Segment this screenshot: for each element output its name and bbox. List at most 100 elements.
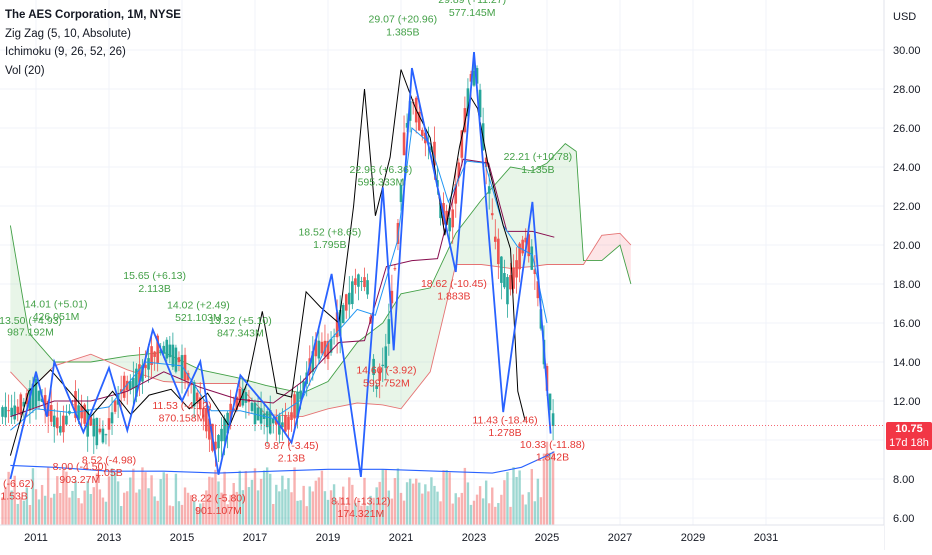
candle-body: [83, 404, 86, 424]
candle-body: [399, 184, 403, 203]
volume-bar: [138, 489, 141, 525]
volume-bar: [104, 501, 108, 525]
volume-bar: [497, 503, 500, 525]
volume-bar: [484, 480, 488, 525]
volume-bar: [159, 479, 162, 525]
candle-body: [19, 394, 23, 415]
volume-bar: [174, 473, 178, 525]
candle-body: [171, 344, 175, 367]
candle-body: [347, 292, 351, 305]
volume-bar: [293, 467, 296, 525]
y-tick-label: 14.00: [893, 357, 921, 369]
volume-bar: [348, 477, 351, 525]
volume-bar: [503, 480, 506, 525]
candle-body: [311, 351, 315, 372]
volume-bar: [478, 486, 482, 525]
candle-body: [265, 411, 269, 428]
y-tick-label: 12.00: [893, 396, 921, 408]
volume-bar: [494, 506, 497, 525]
volume-bar: [16, 503, 19, 525]
candle-body: [34, 378, 38, 407]
candle-body: [16, 406, 20, 414]
zigzag-label: 14.02 (+2.49): [167, 299, 230, 311]
volume-bar: [384, 469, 387, 525]
zigzag-label: 174.321M: [337, 508, 384, 520]
volume-bar: [59, 492, 62, 525]
candle-body: [62, 415, 65, 433]
candle-body: [433, 141, 436, 166]
volume-bar: [265, 467, 269, 525]
zigzag-label: 1.135B: [521, 164, 554, 176]
volume-bar: [275, 484, 278, 525]
indicator-zigzag[interactable]: Zig Zag (5, 10, Absolute): [5, 27, 131, 40]
volume-bar: [418, 482, 421, 525]
volume-bar: [92, 487, 95, 525]
candle-body: [530, 246, 534, 270]
volume-bar: [156, 500, 159, 525]
candle-body: [439, 202, 442, 219]
volume-bar: [326, 499, 330, 525]
y-tick-label: 22.00: [893, 201, 921, 213]
volume-bar: [4, 486, 7, 525]
zigzag-label: 577.145M: [449, 7, 496, 19]
candle-body: [451, 209, 455, 228]
volume-bar: [208, 476, 211, 525]
candle-body: [393, 268, 397, 270]
candle-body: [80, 405, 83, 419]
volume-bar: [308, 486, 311, 525]
candle-body: [10, 407, 13, 416]
volume-bar: [329, 490, 333, 525]
cloud-segment: [481, 167, 511, 269]
y-tick-label: 18.00: [893, 279, 921, 291]
indicator-volume[interactable]: Vol (20): [5, 64, 45, 77]
candle-body: [417, 111, 421, 131]
x-tick-label: 2029: [681, 532, 705, 544]
volume-bar: [180, 504, 184, 525]
candle-body: [299, 390, 302, 400]
candle-body: [174, 347, 178, 372]
candle-body: [22, 401, 26, 407]
candle-body: [384, 346, 388, 368]
candle-body: [317, 340, 321, 359]
candle-body: [1, 407, 4, 417]
volume-bar: [150, 475, 153, 525]
candle-body: [4, 406, 7, 418]
indicator-ichimoku[interactable]: Ichimoku (9, 26, 52, 26): [5, 46, 126, 58]
volume-bar: [463, 467, 467, 525]
volume-bar: [278, 491, 281, 525]
volume-bar: [402, 500, 406, 525]
candle-body: [55, 417, 59, 429]
volume-bar: [232, 482, 235, 525]
volume-bar: [101, 497, 105, 525]
volume-bar: [460, 492, 464, 525]
candle-body: [518, 243, 521, 270]
volume-bar: [147, 488, 150, 525]
candle-body: [205, 408, 208, 432]
candle-body: [31, 383, 35, 409]
candle-body: [344, 294, 348, 311]
candle-body: [74, 391, 77, 418]
x-tick-label: 2015: [170, 532, 194, 544]
candle-body: [378, 368, 382, 381]
volume-bar: [363, 477, 366, 525]
volume-bar: [162, 472, 165, 525]
volume-bar: [436, 491, 439, 525]
volume-bar: [311, 491, 314, 525]
candle-body: [490, 213, 494, 216]
volume-bar: [354, 502, 357, 525]
candle-body: [424, 132, 427, 144]
volume-bar: [95, 473, 99, 525]
candle-body: [320, 341, 324, 354]
volume-bar: [238, 470, 241, 525]
volume-bar: [320, 470, 324, 525]
candle-body: [113, 400, 117, 412]
zigzag-label: 8.22 (-5.80): [191, 492, 245, 504]
volume-bar: [454, 493, 457, 525]
zigzag-label: 15.65 (+6.13): [123, 270, 186, 282]
volume-bar: [34, 489, 38, 525]
candle-body: [268, 410, 272, 434]
cloud-segment: [302, 381, 328, 417]
candle-body: [329, 338, 333, 353]
zigzag-label: 9.87 (-3.45): [264, 440, 318, 452]
